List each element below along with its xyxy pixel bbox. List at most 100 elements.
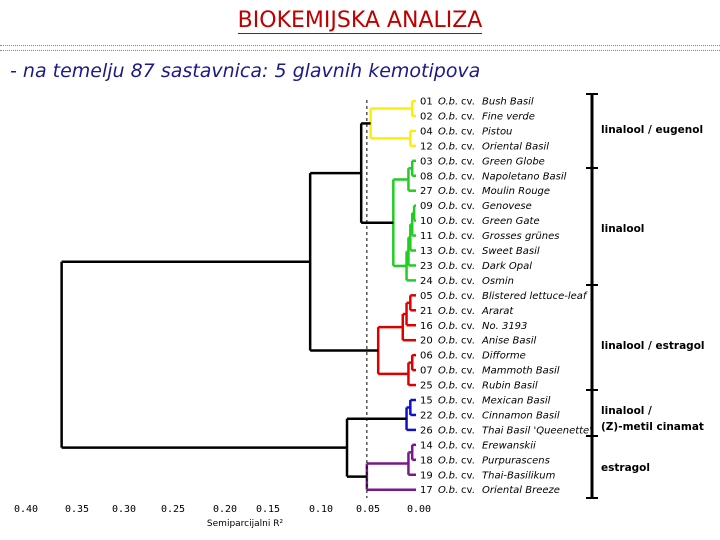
leaf-cv: cv. — [461, 171, 475, 182]
leaf-cv: cv. — [461, 111, 475, 122]
leaf-species: O.b. — [438, 470, 458, 481]
leaf-number: 24 — [420, 276, 433, 287]
leaf-number: 16 — [420, 321, 433, 332]
leaf-species: O.b. — [438, 396, 458, 407]
page-subtitle: - na temelju 87 sastavnica: 5 glavnih ke… — [10, 60, 481, 82]
leaf-cultivar: Thai-Basilikum — [482, 470, 556, 481]
leaf-number: 21 — [420, 306, 433, 317]
leaf-cultivar: Mexican Basil — [482, 396, 551, 407]
leaf-cv: cv. — [461, 291, 475, 302]
leaf-cultivar: Pistou — [482, 126, 512, 137]
leaf-number: 27 — [420, 186, 433, 197]
leaf-species: O.b. — [438, 186, 458, 197]
leaf-species: O.b. — [438, 156, 458, 167]
leaf-number: 03 — [420, 156, 433, 167]
leaf-number: 25 — [420, 381, 433, 392]
leaf-cultivar: Napoletano Basil — [482, 171, 567, 182]
leaf-cultivar: Moulin Rouge — [482, 186, 550, 197]
leaf-species: O.b. — [438, 111, 458, 122]
leaf-number: 06 — [420, 351, 433, 362]
leaf-species: O.b. — [438, 97, 458, 108]
leaf-cultivar: Erewanskii — [482, 440, 536, 451]
leaf-cv: cv. — [461, 366, 475, 377]
leaf-species: O.b. — [438, 321, 458, 332]
leaf-number: 15 — [420, 396, 433, 407]
leaf-species: O.b. — [438, 231, 458, 242]
leaf-cultivar: Purpurascens — [482, 455, 550, 466]
leaf-species: O.b. — [438, 261, 458, 272]
leaf-species: O.b. — [438, 276, 458, 287]
leaf-cv: cv. — [461, 351, 475, 362]
leaf-cultivar: Ararat — [481, 306, 514, 317]
leaf-cultivar: Bush Basil — [482, 97, 534, 108]
axis-tick-label: 0.40 — [14, 504, 38, 515]
leaf-cultivar: Green Globe — [482, 156, 545, 167]
leaf-cultivar: No. 3193 — [482, 321, 527, 332]
leaf-cv: cv. — [461, 276, 475, 287]
leaf-species: O.b. — [438, 351, 458, 362]
leaf-number: 02 — [420, 111, 433, 122]
leaf-number: 12 — [420, 141, 433, 152]
leaf-cultivar: Grosses grünes — [482, 231, 559, 242]
leaf-number: 20 — [420, 336, 433, 347]
leaf-cv: cv. — [461, 306, 475, 317]
leaf-cultivar: Difforme — [482, 351, 526, 362]
leaf-number: 04 — [420, 126, 433, 137]
axis-tick-label: 0.35 — [65, 504, 89, 515]
leaf-number: 14 — [420, 440, 433, 451]
axis-tick-label: 0.15 — [256, 504, 280, 515]
dendrogram-tree — [60, 99, 416, 498]
chemotype-label: linalool / estragol — [601, 340, 705, 352]
leaf-cv: cv. — [461, 396, 475, 407]
leaf-number: 26 — [420, 425, 433, 436]
leaf-number: 23 — [420, 261, 433, 272]
leaf-number: 08 — [420, 171, 433, 182]
leaf-cv: cv. — [461, 261, 475, 272]
leaf-cultivar: Rubin Basil — [482, 381, 538, 392]
leaf-species: O.b. — [438, 306, 458, 317]
leaf-cultivar: Green Gate — [482, 216, 540, 227]
leaf-cv: cv. — [461, 126, 475, 137]
leaf-species: O.b. — [438, 366, 458, 377]
leaf-cv: cv. — [461, 425, 475, 436]
axis-tick-label: 0.00 — [407, 504, 431, 515]
leaf-number: 10 — [420, 216, 433, 227]
leaf-species: O.b. — [438, 201, 458, 212]
leaf-cv: cv. — [461, 485, 475, 496]
page-title-text: BIOKEMIJSKA ANALIZA — [237, 8, 483, 34]
leaf-cv: cv. — [461, 231, 475, 242]
leaf-cv: cv. — [461, 410, 475, 421]
leaf-cultivar: Oriental Breeze — [482, 485, 560, 496]
leaf-cv: cv. — [461, 336, 475, 347]
leaf-number: 05 — [420, 291, 433, 302]
leaf-species: O.b. — [438, 410, 458, 421]
chemotype-brackets: linalool / eugenol linalool linalool / est… — [586, 93, 705, 499]
leaf-cv: cv. — [461, 455, 475, 466]
leaf-cv: cv. — [461, 216, 475, 227]
leaf-cv: cv. — [461, 156, 475, 167]
leaf-cv: cv. — [461, 440, 475, 451]
leaf-number: 01 — [420, 97, 433, 108]
leaf-number: 11 — [420, 231, 433, 242]
axis-tick-label: 0.05 — [356, 504, 380, 515]
title-divider — [0, 45, 720, 51]
leaf-cultivar: Thai Basil 'Queenette' — [482, 425, 592, 436]
leaf-cv: cv. — [461, 141, 475, 152]
leaf-number: 19 — [420, 470, 433, 481]
leaf-cultivar: Osmin — [482, 276, 514, 287]
axis-tick-label: 0.30 — [112, 504, 136, 515]
page-title: BIOKEMIJSKA ANALIZA — [0, 8, 720, 34]
chemotype-label: linalool / eugenol — [601, 124, 703, 136]
leaf-species: O.b. — [438, 171, 458, 182]
leaf-cv: cv. — [461, 186, 475, 197]
axis-tick-label: 0.10 — [309, 504, 333, 515]
leaf-species: O.b. — [438, 246, 458, 257]
axis-tick-label: 0.25 — [161, 504, 185, 515]
chemotype-label: linalool — [601, 223, 644, 235]
leaf-cultivar: Genovese — [482, 201, 532, 212]
distance-axis: 0.40 0.35 0.30 0.25 0.20 0.15 0.10 0.05 0.00 Semi… — [14, 504, 431, 529]
chemotype-label: estragol — [601, 462, 650, 474]
leaf-number: 13 — [420, 246, 433, 257]
